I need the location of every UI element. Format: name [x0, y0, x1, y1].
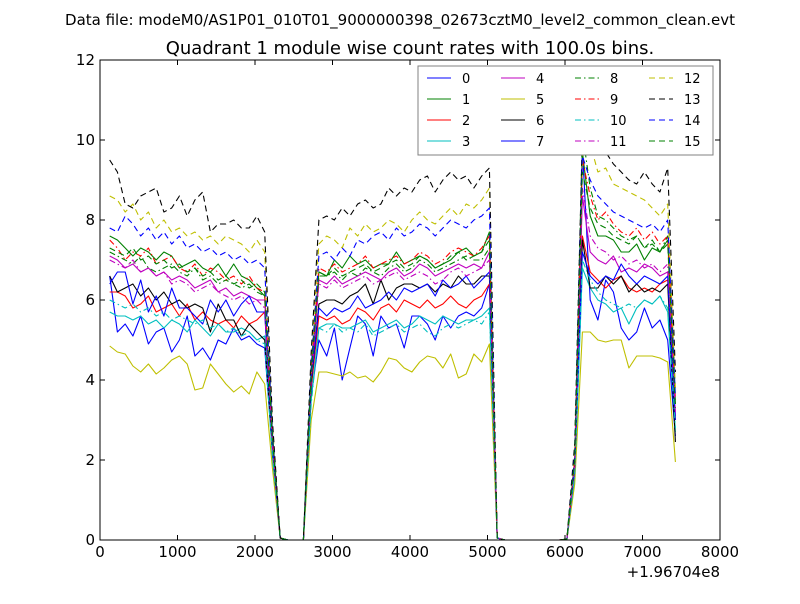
legend-label-11: 11 [610, 135, 627, 150]
legend-label-13: 13 [684, 93, 701, 108]
series-line-8 [109, 131, 676, 540]
y-tick-label: 8 [85, 211, 95, 229]
legend-label-0: 0 [462, 72, 470, 87]
x-offset-label: +1.96704e8 [627, 563, 720, 581]
series-line-15 [109, 171, 676, 540]
legend-label-3: 3 [462, 135, 470, 150]
series-line-10 [109, 259, 676, 540]
legend-label-2: 2 [462, 114, 470, 129]
legend-label-8: 8 [610, 72, 618, 87]
y-tick-label: 2 [85, 451, 95, 469]
x-tick-label: 1000 [158, 543, 196, 561]
chart-title: Quadrant 1 module wise count rates with … [166, 38, 655, 59]
legend-label-10: 10 [610, 114, 627, 129]
series-line-13 [109, 123, 676, 540]
legend-label-9: 9 [610, 93, 618, 108]
legend-label-4: 4 [536, 72, 544, 87]
data-file-label: Data file: modeM0/AS1P01_010T01_90000003… [65, 11, 735, 30]
series-line-5 [109, 331, 676, 540]
x-tick-label: 3000 [313, 543, 351, 561]
legend-label-7: 7 [536, 135, 544, 150]
x-tick-label: 0 [95, 543, 105, 561]
legend-label-6: 6 [536, 114, 544, 129]
legend-label-5: 5 [536, 93, 544, 108]
series-layer [109, 123, 676, 540]
x-tick-label: 4000 [391, 543, 429, 561]
x-tick-label: 8000 [701, 543, 739, 561]
legend-label-14: 14 [684, 114, 701, 129]
y-tick-label: 6 [85, 291, 95, 309]
x-tick-label: 2000 [236, 543, 274, 561]
y-tick-label: 0 [85, 531, 95, 549]
x-tick-label: 7000 [623, 543, 661, 561]
legend-label-15: 15 [684, 135, 701, 150]
y-tick-label: 4 [85, 371, 95, 389]
y-tick-label: 12 [76, 51, 95, 69]
legend-label-12: 12 [684, 72, 701, 87]
x-tick-label: 6000 [546, 543, 584, 561]
y-tick-label: 10 [76, 131, 95, 149]
series-line-14 [109, 155, 676, 540]
axis-ticks: 0 1000 2000 3000 4000 5000 6000 7000 80000246810… [76, 51, 739, 561]
x-tick-label: 5000 [468, 543, 506, 561]
plot-frame [99, 59, 721, 541]
legend-label-1: 1 [462, 93, 470, 108]
legend-frame [417, 65, 714, 156]
